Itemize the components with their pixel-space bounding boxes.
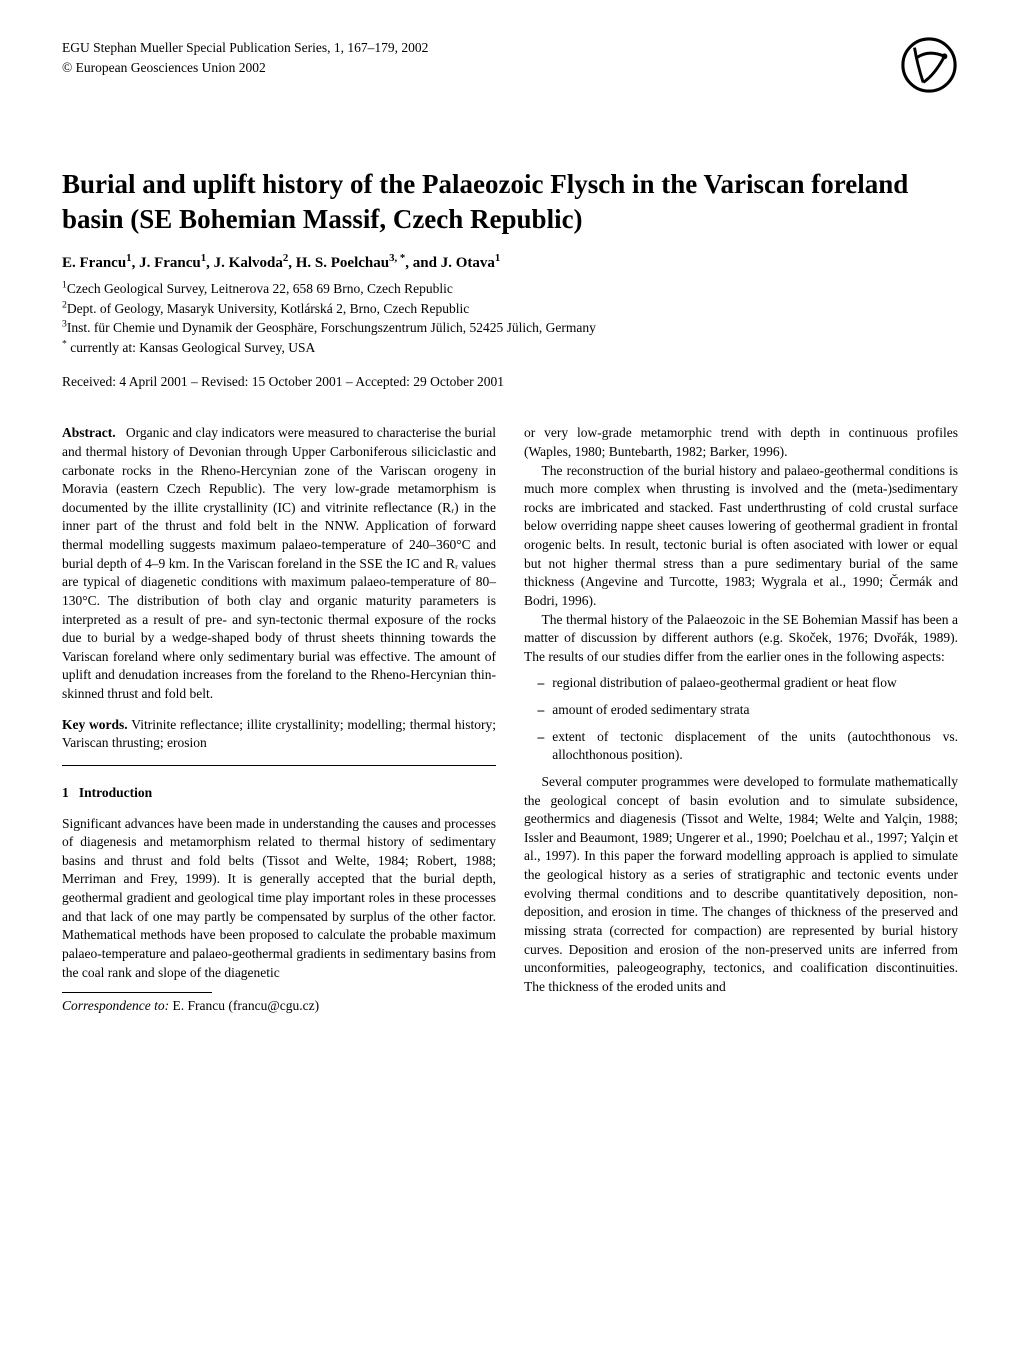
copyright-line: © European Geosciences Union 2002 — [62, 58, 958, 78]
abstract-label: Abstract. — [62, 425, 116, 440]
bullet-list: – regional distribution of palaeo-geothe… — [524, 674, 958, 765]
dash-icon: – — [538, 701, 545, 720]
keywords-text: Vitrinite reflectance; illite crystallin… — [62, 717, 496, 751]
abstract-text: Organic and clay indicators were measure… — [62, 425, 496, 701]
correspondence-line: Correspondence to: E. Francu (francu@cgu… — [62, 997, 496, 1016]
list-item-3: – extent of tectonic displacement of the… — [524, 728, 958, 765]
affiliations: 1Czech Geological Survey, Leitnerova 22,… — [62, 280, 958, 359]
right-paragraph-4: Several computer programmes were develop… — [524, 773, 958, 997]
right-paragraph-2: The reconstruction of the burial history… — [524, 462, 958, 611]
author-list: E. Francu1, J. Francu1, J. Kalvoda2, H. … — [62, 255, 958, 272]
list-text-2: amount of eroded sedimentary strata — [552, 701, 749, 720]
paper-title: Burial and uplift history of the Palaeoz… — [62, 167, 958, 237]
keywords-label: Key words. — [62, 717, 128, 732]
correspondence-text: E. Francu (francu@cgu.cz) — [169, 998, 319, 1013]
affiliation-3: 3Inst. für Chemie und Dynamik der Geosph… — [62, 319, 958, 338]
section-title: Introduction — [79, 785, 152, 800]
left-column: Abstract. Organic and clay indicators we… — [62, 424, 496, 1016]
publication-dates: Received: 4 April 2001 – Revised: 15 Oct… — [62, 374, 958, 390]
keywords-block: Key words. Vitrinite reflectance; illite… — [62, 716, 496, 753]
right-paragraph-3: The thermal history of the Palaeozoic in… — [524, 611, 958, 667]
affiliation-2: 2Dept. of Geology, Masaryk University, K… — [62, 300, 958, 319]
section-separator — [62, 765, 496, 766]
section-heading-1: 1 Introduction — [62, 784, 496, 803]
dash-icon: – — [538, 728, 545, 765]
correspondence-label: Correspondence to: — [62, 998, 169, 1013]
correspondence-separator — [62, 992, 212, 993]
list-item-1: – regional distribution of palaeo-geothe… — [524, 674, 958, 693]
list-text-1: regional distribution of palaeo-geotherm… — [552, 674, 897, 693]
right-column: or very low-grade metamorphic trend with… — [524, 424, 958, 1016]
list-text-3: extent of tectonic displacement of the u… — [552, 728, 958, 765]
citation-line: EGU Stephan Mueller Special Publication … — [62, 38, 958, 58]
intro-paragraph-1: Significant advances have been made in u… — [62, 815, 496, 983]
list-item-2: – amount of eroded sedimentary strata — [524, 701, 958, 720]
affiliation-1: 1Czech Geological Survey, Leitnerova 22,… — [62, 280, 958, 299]
main-columns: Abstract. Organic and clay indicators we… — [62, 424, 958, 1016]
right-paragraph-1: or very low-grade metamorphic trend with… — [524, 424, 958, 461]
egu-logo-icon — [900, 36, 958, 94]
affiliation-4: * currently at: Kansas Geological Survey… — [62, 339, 958, 358]
dash-icon: – — [538, 674, 545, 693]
section-number: 1 — [62, 785, 69, 800]
abstract-paragraph: Abstract. Organic and clay indicators we… — [62, 424, 496, 703]
